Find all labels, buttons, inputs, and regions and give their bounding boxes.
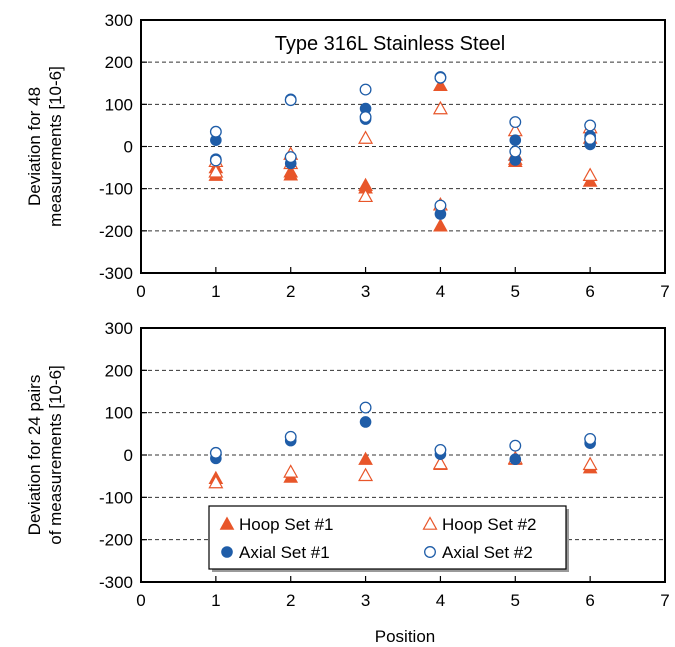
legend-label: Axial Set #1 <box>239 543 330 562</box>
x-tick-label: 3 <box>361 282 370 301</box>
y-axis-label-line: Deviation for 24 pairs <box>25 375 44 536</box>
x-tick-label: 1 <box>211 591 220 610</box>
y-axis-label-line: Deviation for 48 <box>25 87 44 206</box>
data-point-hoop-set-2 <box>582 456 598 471</box>
data-point-hoop-set-2 <box>432 455 448 470</box>
y-tick-label: -100 <box>99 488 133 507</box>
legend-box <box>208 505 567 570</box>
series-axial-set-1 <box>210 416 596 466</box>
data-point-axial-set-2 <box>509 145 522 158</box>
data-point-axial-set-2 <box>584 432 597 445</box>
y-tick-label: 0 <box>124 138 133 157</box>
x-tick-label: 4 <box>436 282 445 301</box>
x-tick-label: 0 <box>136 282 145 301</box>
data-point-axial-set-2 <box>359 83 372 96</box>
y-tick-label: -300 <box>99 264 133 283</box>
x-tick-label: 2 <box>286 591 295 610</box>
series-hoop-set-2 <box>208 450 598 489</box>
data-point-axial-set-2 <box>584 132 597 145</box>
data-point-axial-set-2 <box>284 151 297 163</box>
chart-title: Type 316L Stainless Steel <box>275 33 506 55</box>
y-tick-label: 200 <box>105 53 133 72</box>
data-point-axial-set-1 <box>359 416 372 428</box>
y-tick-label: 300 <box>105 319 133 338</box>
series-axial-set-2 <box>209 71 597 212</box>
y-axis-label-line: measurements [10-6] <box>46 66 65 227</box>
x-tick-label: 5 <box>511 591 520 610</box>
data-point-hoop-set-2 <box>582 167 598 181</box>
data-point-axial-set-2 <box>434 199 447 212</box>
x-tick-label: 7 <box>660 282 669 301</box>
y-tick-label: 0 <box>124 446 133 465</box>
data-point-axial-set-2 <box>209 154 222 167</box>
x-tick-label: 4 <box>436 591 445 610</box>
x-tick-label: 2 <box>286 282 295 301</box>
data-point-axial-set-2 <box>434 443 447 456</box>
data-point-axial-set-2 <box>509 116 522 128</box>
y-tick-label: -100 <box>99 180 133 199</box>
legend-item-hoop-set-1: Hoop Set #1 <box>219 515 334 534</box>
data-point-axial-set-2 <box>359 111 372 123</box>
series-axial-set-1 <box>210 71 596 220</box>
top-panel: -300 -200 -100 0 100 200 300 0 1 2 3 4 5 6 7 Type 316L … <box>25 11 670 301</box>
legend: Hoop Set #1 Hoop Set #2 Axial Set #1 Axial … <box>208 505 569 572</box>
y-tick-label: -200 <box>99 222 133 241</box>
y-tick-label: 100 <box>105 95 133 114</box>
y-tick-label: -300 <box>99 573 133 592</box>
data-point-hoop-set-2 <box>358 130 374 144</box>
data-point-axial-set-2 <box>209 125 222 138</box>
data-point-hoop-set-2 <box>358 467 374 482</box>
x-axis-label: Position <box>375 627 435 646</box>
series-axial-set-2 <box>209 401 597 459</box>
legend-item-axial-set-2: Axial Set #2 <box>424 543 533 562</box>
legend-marker <box>422 516 438 530</box>
data-point-axial-set-2 <box>359 401 372 414</box>
series-hoop-set-2 <box>208 100 598 211</box>
data-point-hoop-set-2 <box>208 164 224 178</box>
data-point-hoop-set-1 <box>433 218 448 232</box>
legend-item-hoop-set-2: Hoop Set #2 <box>422 515 537 534</box>
legend-marker <box>424 546 436 558</box>
legend-label: Hoop Set #1 <box>239 515 334 534</box>
x-tick-label: 6 <box>585 282 594 301</box>
y-axis-label: Deviation for 24 pairs of measurements [1… <box>25 365 65 545</box>
data-point-hoop-set-1 <box>433 77 448 92</box>
legend-marker <box>219 516 235 530</box>
data-point-hoop-set-1 <box>358 451 373 465</box>
x-tick-label: 1 <box>211 282 220 301</box>
legend-marker <box>221 546 233 558</box>
y-axis-label-line: of measurements [10-6] <box>46 365 65 545</box>
legend-label: Axial Set #2 <box>442 543 533 562</box>
y-tick-label: 100 <box>105 404 133 423</box>
y-tick-label: -200 <box>99 531 133 550</box>
x-tick-label: 7 <box>660 591 669 610</box>
series-hoop-set-1 <box>208 451 598 484</box>
y-tick-label: 200 <box>105 361 133 380</box>
data-point-axial-set-2 <box>584 119 597 132</box>
data-point-hoop-set-2 <box>432 100 448 115</box>
data-point-axial-set-2 <box>509 439 522 452</box>
legend-item-axial-set-1: Axial Set #1 <box>221 543 330 562</box>
data-point-axial-set-2 <box>209 446 222 459</box>
data-point-axial-set-2 <box>284 94 297 107</box>
series-hoop-set-1 <box>208 77 598 232</box>
x-tick-label: 5 <box>511 282 520 301</box>
data-point-hoop-set-2 <box>208 474 224 489</box>
data-point-axial-set-1 <box>509 453 522 466</box>
data-point-axial-set-2 <box>284 430 297 443</box>
x-tick-label: 3 <box>361 591 370 610</box>
data-point-hoop-set-2 <box>283 464 299 478</box>
data-point-hoop-set-1 <box>283 167 299 181</box>
y-tick-label: 300 <box>105 11 133 30</box>
y-axis-label: Deviation for 48 measurements [10-6] <box>25 66 65 227</box>
data-point-axial-set-1 <box>509 134 522 146</box>
data-point-hoop-set-2 <box>358 188 374 203</box>
data-point-axial-set-2 <box>434 71 447 84</box>
x-tick-label: 6 <box>585 591 594 610</box>
x-tick-label: 0 <box>136 591 145 610</box>
legend-label: Hoop Set #2 <box>442 515 537 534</box>
